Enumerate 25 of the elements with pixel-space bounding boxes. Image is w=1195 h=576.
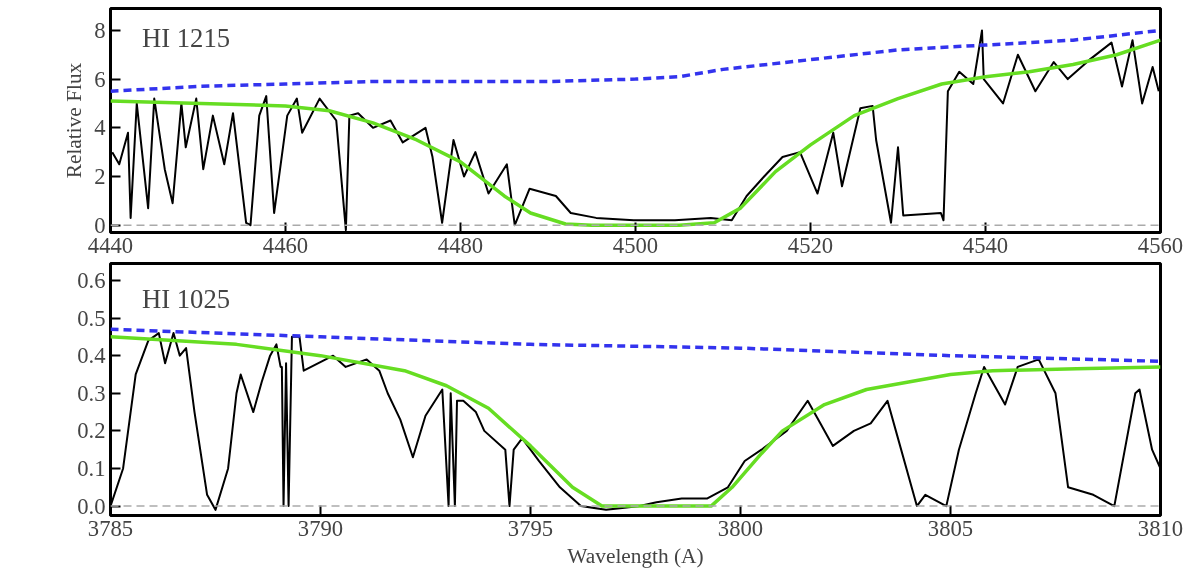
x-tick-label: 3800 [717,515,764,541]
y-tick-label: 4 [94,115,106,141]
y-tick-label: 2 [94,164,106,189]
x-tick-label: 3810 [1137,515,1184,541]
y-tick-label: 0.5 [77,305,106,331]
x-tick-label: 4480 [437,232,484,258]
x-tick-label: 4540 [962,232,1009,258]
y-tick-label: 0.6 [77,267,106,293]
y-tick-label: 0.2 [77,418,106,444]
x-tick-label: 3790 [297,515,344,541]
x-tick-label: 4500 [612,232,659,258]
x-tick-label: 4460 [262,232,309,258]
annotation: HI 1215 [142,23,231,54]
y-tick-label: 6 [94,66,106,92]
y-tick-label: 0.1 [77,455,106,481]
y-tick-label: 0.3 [77,380,106,406]
x-axis-title: Wavelength (A) [567,543,704,568]
x-tick-label: 4560 [1137,232,1184,258]
y-tick-label: 8 [94,17,106,43]
annotation: HI 1025 [142,283,231,314]
y-tick-label: 0.4 [77,343,106,369]
x-tick-label: 4520 [787,232,834,258]
y-axis-title: Relative Flux [62,62,87,179]
x-tick-label: 3805 [927,515,974,541]
x-tick-label: 3795 [507,515,554,541]
